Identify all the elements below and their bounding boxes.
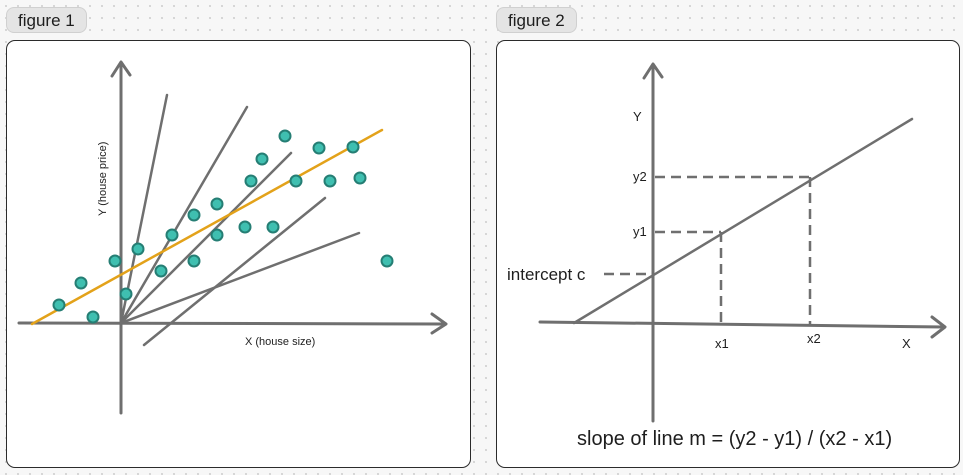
data-point [210, 228, 224, 242]
data-point [108, 254, 122, 268]
figure-1-frame[interactable]: X (house size) Y (house price) [6, 40, 471, 468]
data-point [278, 129, 292, 143]
regression-line [572, 117, 914, 325]
y-axis [110, 60, 132, 415]
figure-2-label[interactable]: figure 2 [496, 7, 577, 33]
data-point [244, 174, 258, 188]
tick-label-x1: x1 [715, 336, 729, 351]
x-axis-label: X [902, 336, 911, 351]
data-point [74, 276, 88, 290]
figure-1-canvas: X (house size) Y (house price) [17, 60, 448, 415]
data-point [210, 197, 224, 211]
slope-formula: slope of line m = (y2 - y1) / (x2 - x1) [577, 428, 892, 450]
x-axis [17, 312, 448, 335]
tick-label-x2: x2 [807, 331, 821, 346]
candidate-line [119, 93, 169, 325]
figure-1-label[interactable]: figure 1 [6, 7, 87, 33]
candidate-line [119, 105, 249, 325]
x-axis [538, 315, 947, 339]
data-point [323, 174, 337, 188]
data-point [353, 171, 367, 185]
data-point [187, 208, 201, 222]
data-point [52, 298, 66, 312]
data-point [165, 228, 179, 242]
data-points [52, 129, 394, 324]
data-point [346, 140, 360, 154]
best-fit-line [30, 128, 384, 326]
candidate-line [119, 231, 361, 325]
data-point [238, 220, 252, 234]
tick-label-y1: y1 [633, 224, 647, 239]
figure-2-canvas: Y X y2 y1 x1 x2 intercept c slope of lin… [507, 62, 947, 450]
data-point [312, 141, 326, 155]
data-point [131, 242, 145, 256]
candidate-line [119, 151, 293, 325]
intercept-label: intercept c [507, 265, 586, 284]
data-point [187, 254, 201, 268]
y-axis [642, 62, 664, 423]
data-point [266, 220, 280, 234]
data-point [255, 152, 269, 166]
candidate-line [142, 196, 327, 347]
y-axis-label: Y (house price) [97, 142, 109, 216]
data-point [289, 174, 303, 188]
data-point [380, 254, 394, 268]
figure-2-frame[interactable]: Y X y2 y1 x1 x2 intercept c slope of lin… [496, 40, 960, 468]
data-point [154, 264, 168, 278]
data-point [86, 310, 100, 324]
x-axis-label: X (house size) [245, 336, 315, 348]
tick-label-y2: y2 [633, 169, 647, 184]
y-axis-label: Y [633, 109, 642, 124]
data-point [119, 287, 133, 301]
